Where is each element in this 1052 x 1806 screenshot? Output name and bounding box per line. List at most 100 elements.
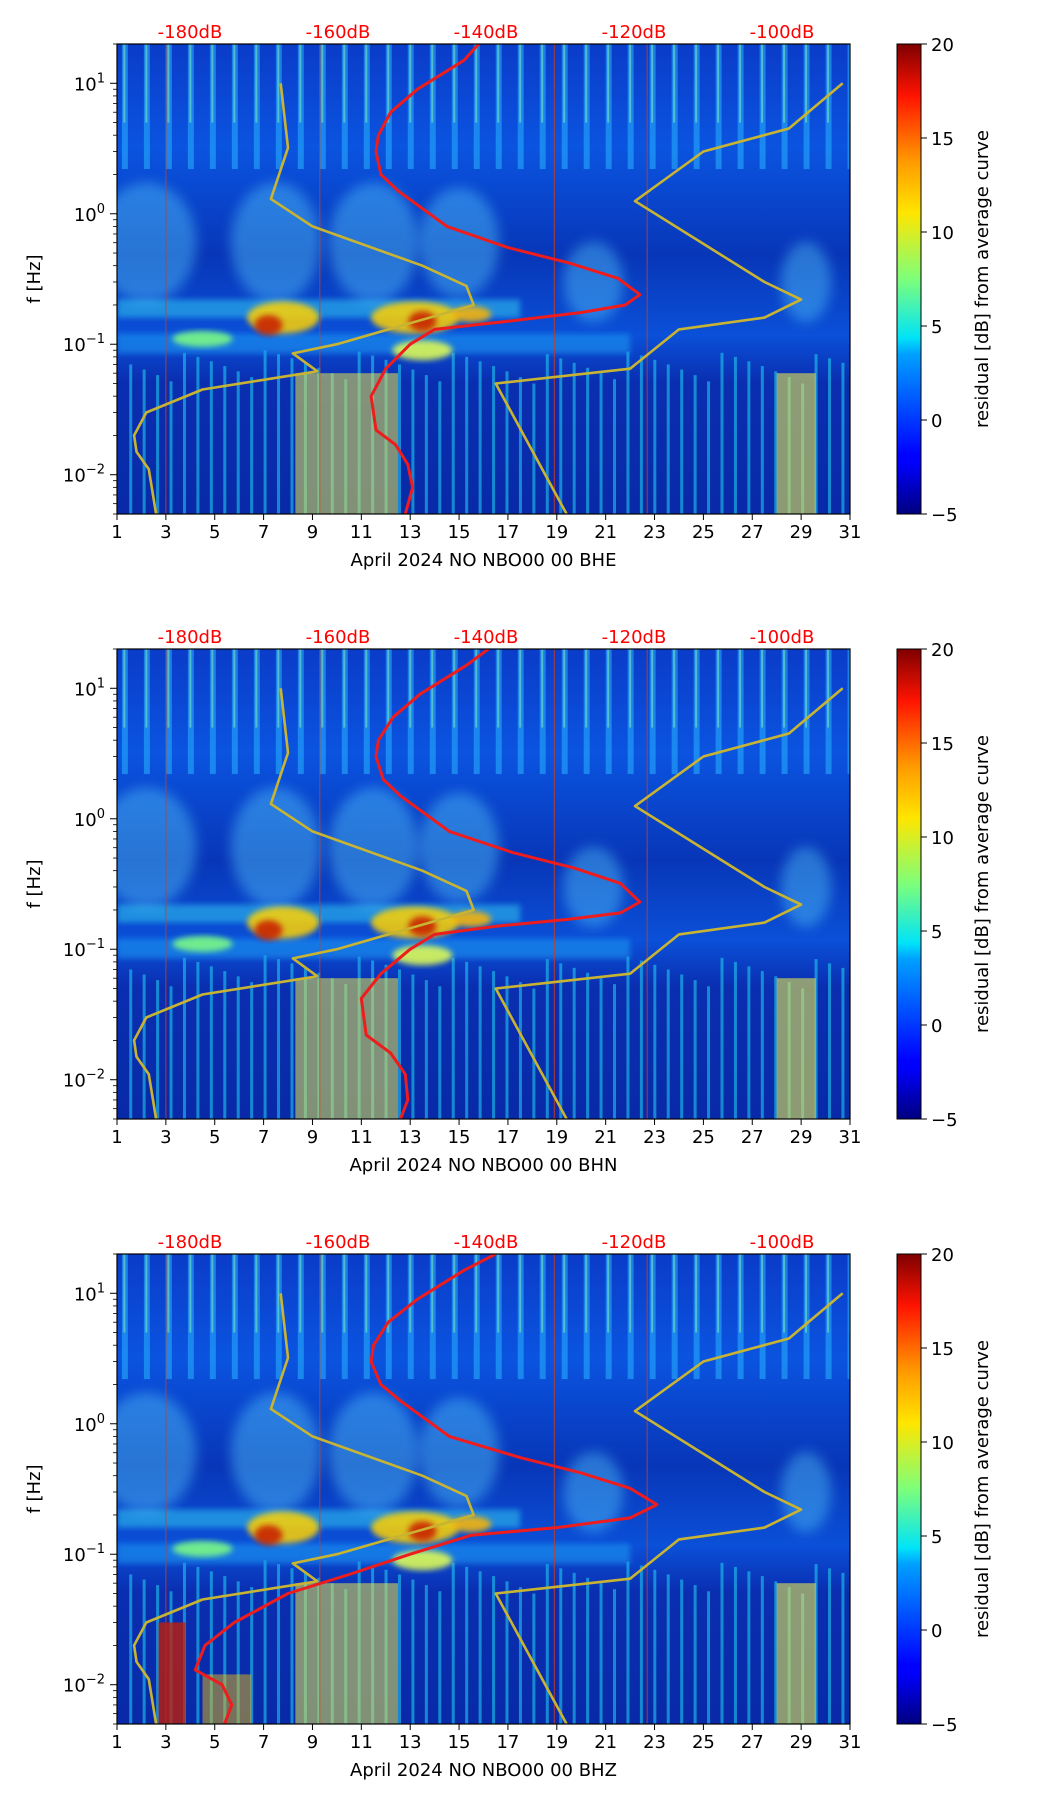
lf-spike <box>639 1565 643 1724</box>
lf-spike <box>451 957 455 1119</box>
y-axis-label: f [Hz] <box>24 1464 45 1513</box>
hf-stripe-core <box>739 649 742 728</box>
colorbar-tick-label: 5 <box>931 1527 942 1548</box>
hf-stripe-core <box>321 649 324 728</box>
lf-spike <box>518 377 522 514</box>
lf-spike <box>438 986 442 1119</box>
y-tick-base: 10 <box>74 74 97 95</box>
lf-spike <box>760 366 764 514</box>
lf-spike <box>250 982 254 1119</box>
spectrogram <box>117 649 850 1119</box>
y-tick-exponent: −1 <box>86 937 105 952</box>
x-tick-label: 29 <box>790 1732 813 1753</box>
hf-stripe-core <box>431 44 434 123</box>
hf-stripe-core <box>145 649 148 728</box>
lf-spike <box>532 988 536 1119</box>
lf-spike <box>223 366 227 514</box>
lf-spike <box>760 1576 764 1724</box>
lf-spike <box>505 976 509 1119</box>
hf-stripe <box>847 649 850 775</box>
hf-stripe-core <box>805 44 808 123</box>
colorbar-tick-label: 15 <box>931 1339 954 1360</box>
lf-spike <box>196 356 200 514</box>
lf-spike <box>612 1589 616 1724</box>
spectrogram <box>117 1254 850 1724</box>
hf-stripe-core <box>123 649 126 728</box>
hf-stripe-core <box>387 1254 390 1333</box>
x-tick-label: 7 <box>258 522 269 543</box>
x-tick-label: 7 <box>258 1732 269 1753</box>
colorbar-tick-label: −5 <box>931 1715 958 1736</box>
y-tick-exponent: 1 <box>97 676 105 691</box>
x-tick-label: 3 <box>160 522 171 543</box>
lf-spike <box>465 961 469 1119</box>
hf-stripe-core <box>673 1254 676 1333</box>
hf-stripe-core <box>255 649 258 728</box>
hf-stripe-core <box>827 1254 830 1333</box>
hf-stripe-core <box>541 1254 544 1333</box>
hf-stripe-core <box>145 1254 148 1333</box>
y-tick-base: 10 <box>63 466 86 487</box>
lf-spike <box>424 980 428 1119</box>
lf-spike <box>707 986 711 1119</box>
microseism-hotspot <box>172 935 233 952</box>
y-tick-exponent: 1 <box>97 71 105 86</box>
hf-stripe-core <box>475 44 478 123</box>
lf-spike <box>666 969 670 1119</box>
lf-spike <box>182 957 186 1119</box>
hf-stripe-core <box>277 1254 280 1333</box>
lf-spike <box>720 1562 724 1724</box>
lf-spike <box>478 361 482 514</box>
y-tick-exponent: −1 <box>86 1542 105 1557</box>
lf-spike <box>545 1564 549 1724</box>
microseism-hotspot <box>172 1540 233 1557</box>
hf-stripe-core <box>607 44 610 123</box>
x-tick-label: 21 <box>594 1127 617 1148</box>
hf-stripe-core <box>827 44 830 123</box>
lf-spike <box>465 1566 469 1724</box>
hf-stripe-core <box>453 44 456 123</box>
lf-spike <box>586 1577 590 1724</box>
colorbar-tick-label: −5 <box>931 1110 958 1131</box>
microseism-hotspot <box>408 311 437 332</box>
db-scale-label: -180dB <box>158 627 223 648</box>
hf-stripe-core <box>123 44 126 123</box>
hf-stripe-core <box>673 44 676 123</box>
lf-spike <box>438 1591 442 1724</box>
lf-spike <box>465 356 469 514</box>
colorbar-label: residual [dB] from average curve <box>972 735 993 1033</box>
microseism-band <box>117 938 631 959</box>
y-tick-base: 10 <box>74 205 97 226</box>
noise-patch <box>117 787 197 908</box>
noise-model-line <box>132 688 475 1119</box>
db-scale-label: -100dB <box>750 1232 815 1253</box>
hf-stripe-core <box>519 44 522 123</box>
x-tick-label: 5 <box>209 1127 220 1148</box>
colorbar-tick-label: 10 <box>931 828 954 849</box>
hf-stripe-core <box>717 649 720 728</box>
microseism-hotspot <box>451 1516 492 1533</box>
y-tick-exponent: −2 <box>86 463 105 478</box>
lf-spike <box>653 964 657 1119</box>
lf-spike <box>236 371 240 514</box>
lf-spike <box>290 963 294 1119</box>
lf-spike <box>653 359 657 514</box>
lf-spike <box>639 355 643 514</box>
hf-stripe-core <box>717 44 720 123</box>
y-tick-label: 10−2 <box>63 1673 105 1697</box>
lf-spike <box>653 1569 657 1724</box>
db-scale-label: -180dB <box>158 22 223 43</box>
y-tick-base: 10 <box>63 940 86 961</box>
noise-model-line <box>132 83 475 514</box>
x-tick-label: 27 <box>741 522 764 543</box>
hf-stripe-core <box>167 44 170 123</box>
lf-spike <box>236 1581 240 1724</box>
lf-spike <box>156 375 160 514</box>
y-tick-label: 101 <box>74 71 105 95</box>
noise-patch <box>230 1392 321 1513</box>
lf-spike <box>545 354 549 514</box>
lf-spike <box>397 1574 401 1724</box>
lf-spike <box>693 980 697 1119</box>
